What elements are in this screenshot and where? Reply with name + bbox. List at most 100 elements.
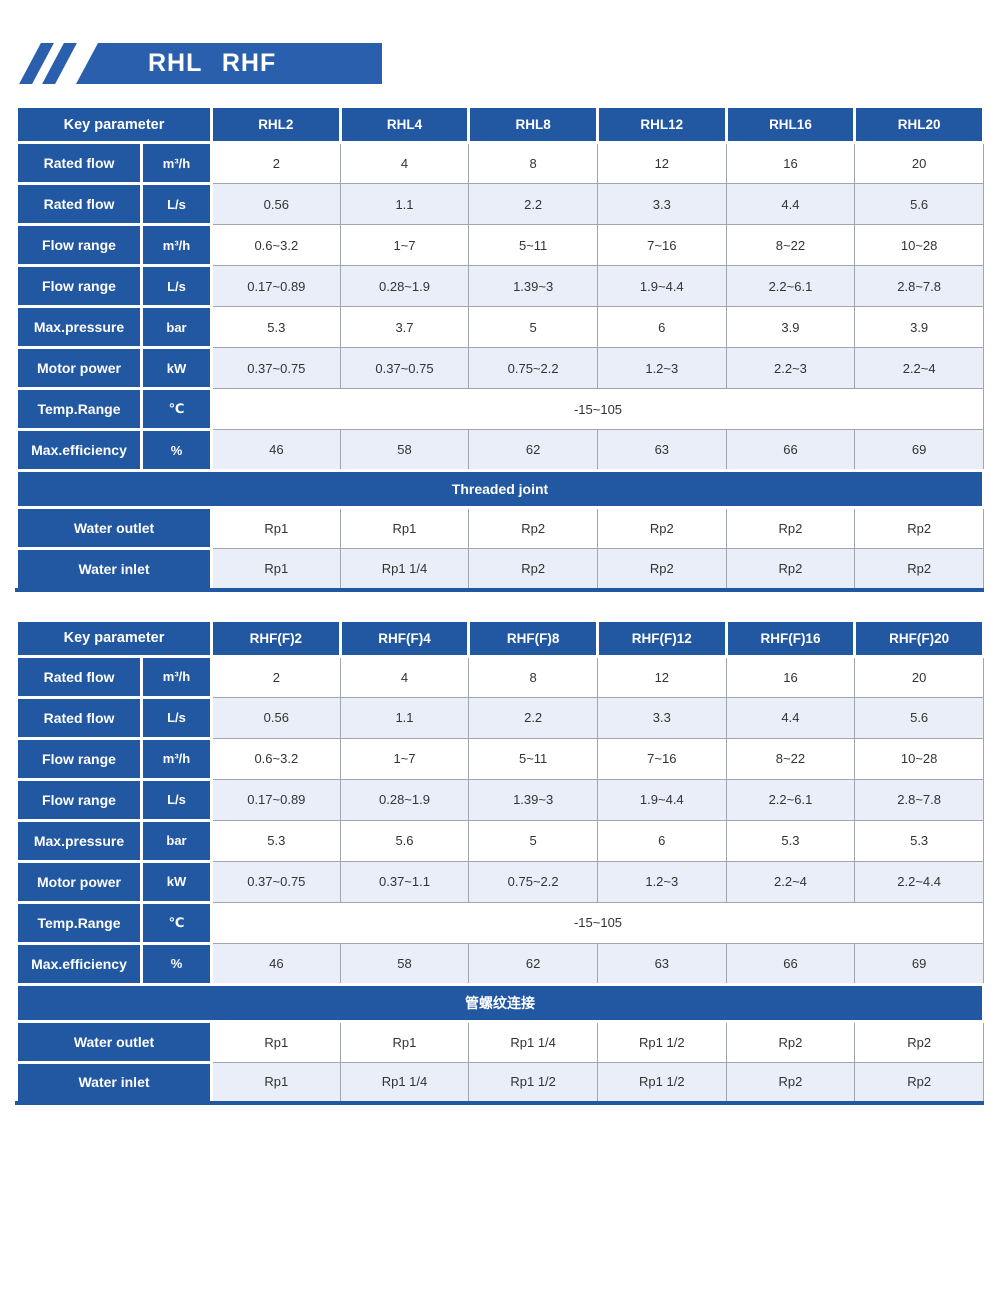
page-title: RHL RHF bbox=[148, 49, 277, 77]
value-cell: 2.2~4 bbox=[725, 860, 856, 903]
value-cell: 0.28~1.9 bbox=[339, 778, 470, 821]
value-cell: 1.9~4.4 bbox=[596, 778, 727, 821]
value-cell: 5.6 bbox=[854, 696, 984, 739]
model-header: RHL16 bbox=[724, 105, 857, 144]
page-header-banner: RHL RHF bbox=[19, 43, 382, 84]
param-label: Rated flow bbox=[15, 182, 143, 226]
value-cell: 0.17~0.89 bbox=[211, 778, 341, 821]
value-cell: 4.4 bbox=[725, 696, 856, 739]
value-cell: 0.6~3.2 bbox=[211, 224, 341, 266]
value-cell: Rp1 1/4 bbox=[468, 1020, 598, 1063]
unit-label: L/s bbox=[140, 695, 213, 740]
table-row: Water outlet Rp1 Rp1 Rp1 1/4 Rp1 1/2 Rp2… bbox=[15, 1019, 984, 1064]
value-cell: Rp2 bbox=[725, 548, 856, 592]
model-header: RHF(F)2 bbox=[210, 618, 342, 658]
param-label: Flow range bbox=[15, 223, 143, 267]
table-row: Rated flow m³/h 2 4 8 12 16 20 bbox=[15, 141, 984, 185]
table-row: Water outlet Rp1 Rp1 Rp2 Rp2 Rp2 Rp2 bbox=[15, 506, 984, 550]
unit-label: % bbox=[140, 428, 213, 472]
value-cell: 8~22 bbox=[725, 737, 856, 780]
param-label: Water inlet bbox=[15, 547, 213, 592]
unit-label: ℃ bbox=[140, 387, 213, 431]
unit-label: % bbox=[140, 941, 213, 986]
value-cell: Rp1 bbox=[211, 548, 341, 592]
value-cell: 5.3 bbox=[725, 819, 856, 862]
table-row: Max.pressure bar 5.3 5.6 5 6 5.3 5.3 bbox=[15, 818, 984, 863]
param-label: Rated flow bbox=[15, 695, 143, 740]
value-cell: 1.1 bbox=[339, 696, 470, 739]
rhf-spec-table: Key parameter RHF(F)2 RHF(F)4 RHF(F)8 RH… bbox=[15, 618, 985, 1105]
value-cell: 62 bbox=[468, 942, 598, 985]
value-cell: Rp2 bbox=[725, 1020, 856, 1063]
value-cell: 1.39~3 bbox=[468, 265, 598, 307]
value-cell: Rp1 1/2 bbox=[468, 1061, 598, 1105]
value-cell: Rp1 bbox=[211, 1061, 341, 1105]
value-cell: 3.3 bbox=[596, 696, 727, 739]
model-header: RHF(F)4 bbox=[338, 618, 471, 658]
table-header-row: Key parameter RHL2 RHL4 RHL8 RHL12 RHL16… bbox=[15, 105, 985, 144]
model-header: RHL8 bbox=[467, 105, 599, 144]
value-cell: 2 bbox=[211, 655, 341, 698]
value-cell: Rp2 bbox=[596, 507, 727, 549]
value-cell: 1.1 bbox=[339, 183, 470, 225]
value-cell: 0.56 bbox=[211, 183, 341, 225]
unit-label: m³/h bbox=[140, 223, 213, 267]
value-cell: 10~28 bbox=[854, 224, 984, 266]
value-cell: 0.37~0.75 bbox=[211, 860, 341, 903]
value-cell: 20 bbox=[854, 655, 984, 698]
value-cell: 69 bbox=[854, 942, 984, 985]
table-row: Rated flow L/s 0.56 1.1 2.2 3.3 4.4 5.6 bbox=[15, 182, 984, 226]
table-row: Flow range m³/h 0.6~3.2 1~7 5~11 7~16 8~… bbox=[15, 223, 984, 267]
param-label: Flow range bbox=[15, 777, 143, 822]
value-cell: 8 bbox=[468, 142, 598, 184]
value-cell: 69 bbox=[854, 429, 984, 471]
value-cell: 2.2~6.1 bbox=[725, 778, 856, 821]
key-parameter-header: Key parameter bbox=[15, 105, 213, 144]
value-cell: 20 bbox=[854, 142, 984, 184]
param-label: Max.pressure bbox=[15, 305, 143, 349]
param-label: Temp.Range bbox=[15, 387, 143, 431]
unit-label: L/s bbox=[140, 777, 213, 822]
value-cell: 63 bbox=[596, 942, 727, 985]
value-cell: 8 bbox=[468, 655, 598, 698]
param-label: Flow range bbox=[15, 736, 143, 781]
value-cell: 0.37~0.75 bbox=[211, 347, 341, 389]
param-label: Water inlet bbox=[15, 1060, 213, 1105]
table-row: Rated flow L/s 0.56 1.1 2.2 3.3 4.4 5.6 bbox=[15, 695, 984, 740]
table-row: Max.efficiency % 46 58 62 63 66 69 bbox=[15, 941, 984, 986]
value-cell: Rp2 bbox=[596, 548, 727, 592]
model-header: RHF(F)12 bbox=[595, 618, 728, 658]
value-cell: 6 bbox=[596, 819, 727, 862]
value-cell: 6 bbox=[596, 306, 727, 348]
value-cell: 62 bbox=[468, 429, 598, 471]
value-cell: 3.9 bbox=[854, 306, 984, 348]
value-cell: 2.2~3 bbox=[725, 347, 856, 389]
value-cell: 1.9~4.4 bbox=[596, 265, 727, 307]
value-cell: Rp2 bbox=[854, 1020, 984, 1063]
value-cell: 2.8~7.8 bbox=[854, 778, 984, 821]
value-cell: 2.2 bbox=[468, 696, 598, 739]
model-header: RHF(F)20 bbox=[853, 618, 985, 658]
value-cell: 3.3 bbox=[596, 183, 727, 225]
model-header: RHL20 bbox=[853, 105, 985, 144]
value-cell: Rp1 1/2 bbox=[596, 1061, 727, 1105]
table-row: Max.pressure bar 5.3 3.7 5 6 3.9 3.9 bbox=[15, 305, 984, 349]
value-cell: Rp1 bbox=[339, 1020, 470, 1063]
value-cell: 4 bbox=[339, 142, 470, 184]
value-cell: 2.2~4 bbox=[854, 347, 984, 389]
unit-label: kW bbox=[140, 859, 213, 904]
table-row: Max.efficiency % 46 58 62 63 66 69 bbox=[15, 428, 984, 472]
value-cell: 5.6 bbox=[854, 183, 984, 225]
value-cell: 16 bbox=[725, 142, 856, 184]
unit-label: ℃ bbox=[140, 900, 213, 945]
table-row: Rated flow m³/h 2 4 8 12 16 20 bbox=[15, 654, 984, 699]
table-row: Temp.Range ℃ -15~105 bbox=[15, 387, 984, 431]
table-row: Flow range L/s 0.17~0.89 0.28~1.9 1.39~3… bbox=[15, 264, 984, 308]
value-cell: 66 bbox=[725, 942, 856, 985]
model-header: RHL12 bbox=[595, 105, 728, 144]
unit-label: bar bbox=[140, 305, 213, 349]
value-cell: Rp1 1/4 bbox=[339, 548, 470, 592]
rhl-spec-table: Key parameter RHL2 RHL4 RHL8 RHL12 RHL16… bbox=[15, 105, 985, 592]
section-banner: 管螺纹连接 bbox=[15, 982, 985, 1023]
value-cell: Rp2 bbox=[854, 1061, 984, 1105]
